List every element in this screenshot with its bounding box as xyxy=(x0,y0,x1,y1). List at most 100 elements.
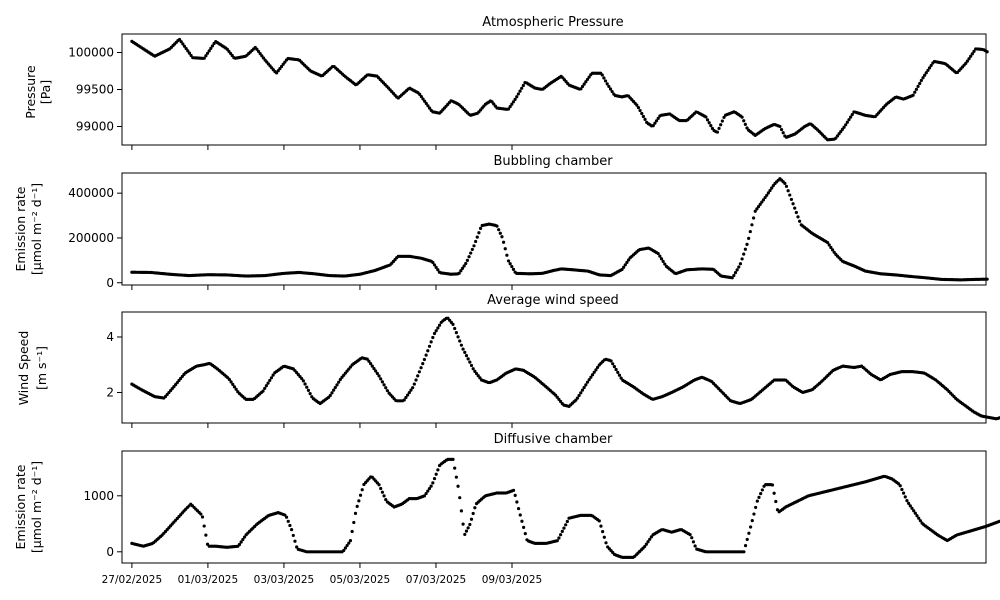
data-point xyxy=(382,383,386,387)
data-point xyxy=(474,371,479,376)
data-point xyxy=(454,331,458,335)
data-point xyxy=(508,262,512,266)
data-point xyxy=(379,486,383,491)
data-point xyxy=(464,529,469,533)
data-point xyxy=(622,265,626,269)
data-point xyxy=(742,550,746,554)
data-point xyxy=(768,188,772,193)
data-point xyxy=(342,548,346,553)
data-point xyxy=(755,207,759,211)
data-point xyxy=(827,243,831,247)
y-tick-label: 99500 xyxy=(76,83,114,97)
data-point xyxy=(651,123,655,128)
data-point xyxy=(743,247,747,251)
data-point xyxy=(772,491,776,495)
data-point xyxy=(209,46,213,50)
data-point xyxy=(559,399,563,404)
data-point xyxy=(757,495,761,499)
panel-title: Atmospheric Pressure xyxy=(482,15,623,30)
data-points xyxy=(130,177,989,282)
y-tick-label: 1000 xyxy=(83,489,114,503)
data-point xyxy=(577,393,581,398)
data-point xyxy=(210,44,215,48)
data-point xyxy=(337,380,341,384)
data-point xyxy=(745,537,749,542)
data-point xyxy=(608,87,613,91)
data-point xyxy=(459,509,464,513)
data-point xyxy=(704,115,708,119)
data-point xyxy=(826,241,830,245)
data-point xyxy=(464,261,468,266)
data-point xyxy=(717,126,721,131)
data-point xyxy=(261,389,265,393)
data-point xyxy=(850,112,854,117)
data-point xyxy=(609,359,613,363)
data-point xyxy=(454,475,458,479)
data-point xyxy=(355,504,359,509)
data-point xyxy=(500,235,504,239)
data-point xyxy=(907,501,911,505)
data-point xyxy=(347,541,351,545)
data-point xyxy=(730,276,734,280)
data-point xyxy=(908,504,912,508)
data-points xyxy=(130,316,1000,421)
data-point xyxy=(434,265,438,269)
data-point xyxy=(709,123,713,128)
x-ticks: 27/02/2025 01/03/2025 03/03/2025 05/03/2025… xyxy=(102,563,543,586)
data-point xyxy=(204,533,208,537)
panel-title: Bubbling chamber xyxy=(493,154,613,169)
data-point xyxy=(786,189,790,193)
x-tick-label: 09/03/2025 xyxy=(482,574,543,586)
data-point xyxy=(459,269,463,273)
data-point xyxy=(743,544,748,548)
data-point xyxy=(796,215,800,219)
data-point xyxy=(972,49,976,54)
data-point xyxy=(187,51,192,55)
data-point xyxy=(417,370,421,374)
data-point xyxy=(643,544,647,549)
data-point xyxy=(929,63,933,68)
data-point xyxy=(377,483,381,487)
data-point xyxy=(239,540,243,544)
data-point xyxy=(284,515,289,519)
data-point xyxy=(794,210,798,215)
data-point xyxy=(921,76,925,80)
data-point xyxy=(913,90,917,94)
x-ticks xyxy=(131,423,513,428)
data-point xyxy=(462,264,466,268)
data-point xyxy=(923,73,927,77)
data-point xyxy=(367,359,371,363)
data-point xyxy=(258,52,262,56)
y-axis-label-line-2: [m s⁻¹] xyxy=(34,346,49,390)
data-point xyxy=(237,542,242,547)
data-point xyxy=(264,384,268,388)
data-point xyxy=(520,519,524,523)
data-point xyxy=(751,216,756,220)
data-point xyxy=(511,267,516,271)
data-point xyxy=(842,125,846,129)
data-point xyxy=(370,364,374,368)
y-axis-label-line-1: Wind Speed xyxy=(16,331,31,406)
data-point xyxy=(384,386,388,390)
data-point xyxy=(587,378,591,382)
data-point xyxy=(738,262,743,266)
data-point xyxy=(295,545,299,549)
data-point xyxy=(732,273,736,278)
data-point xyxy=(406,393,410,397)
data-point xyxy=(740,115,744,119)
data-point xyxy=(705,118,710,122)
y-axis-label-line-1: Emission rate xyxy=(13,186,28,271)
data-point xyxy=(459,343,464,347)
data-point xyxy=(719,123,723,127)
data-point xyxy=(419,366,423,370)
data-point xyxy=(779,127,784,132)
data-point xyxy=(469,363,474,368)
data-point xyxy=(189,53,193,58)
data-point xyxy=(756,205,761,209)
data-point xyxy=(301,379,305,383)
y-tick-label: 2 xyxy=(106,385,114,399)
data-point xyxy=(759,492,763,496)
data-point xyxy=(590,373,595,377)
data-point xyxy=(774,499,778,504)
data-point xyxy=(587,75,591,79)
